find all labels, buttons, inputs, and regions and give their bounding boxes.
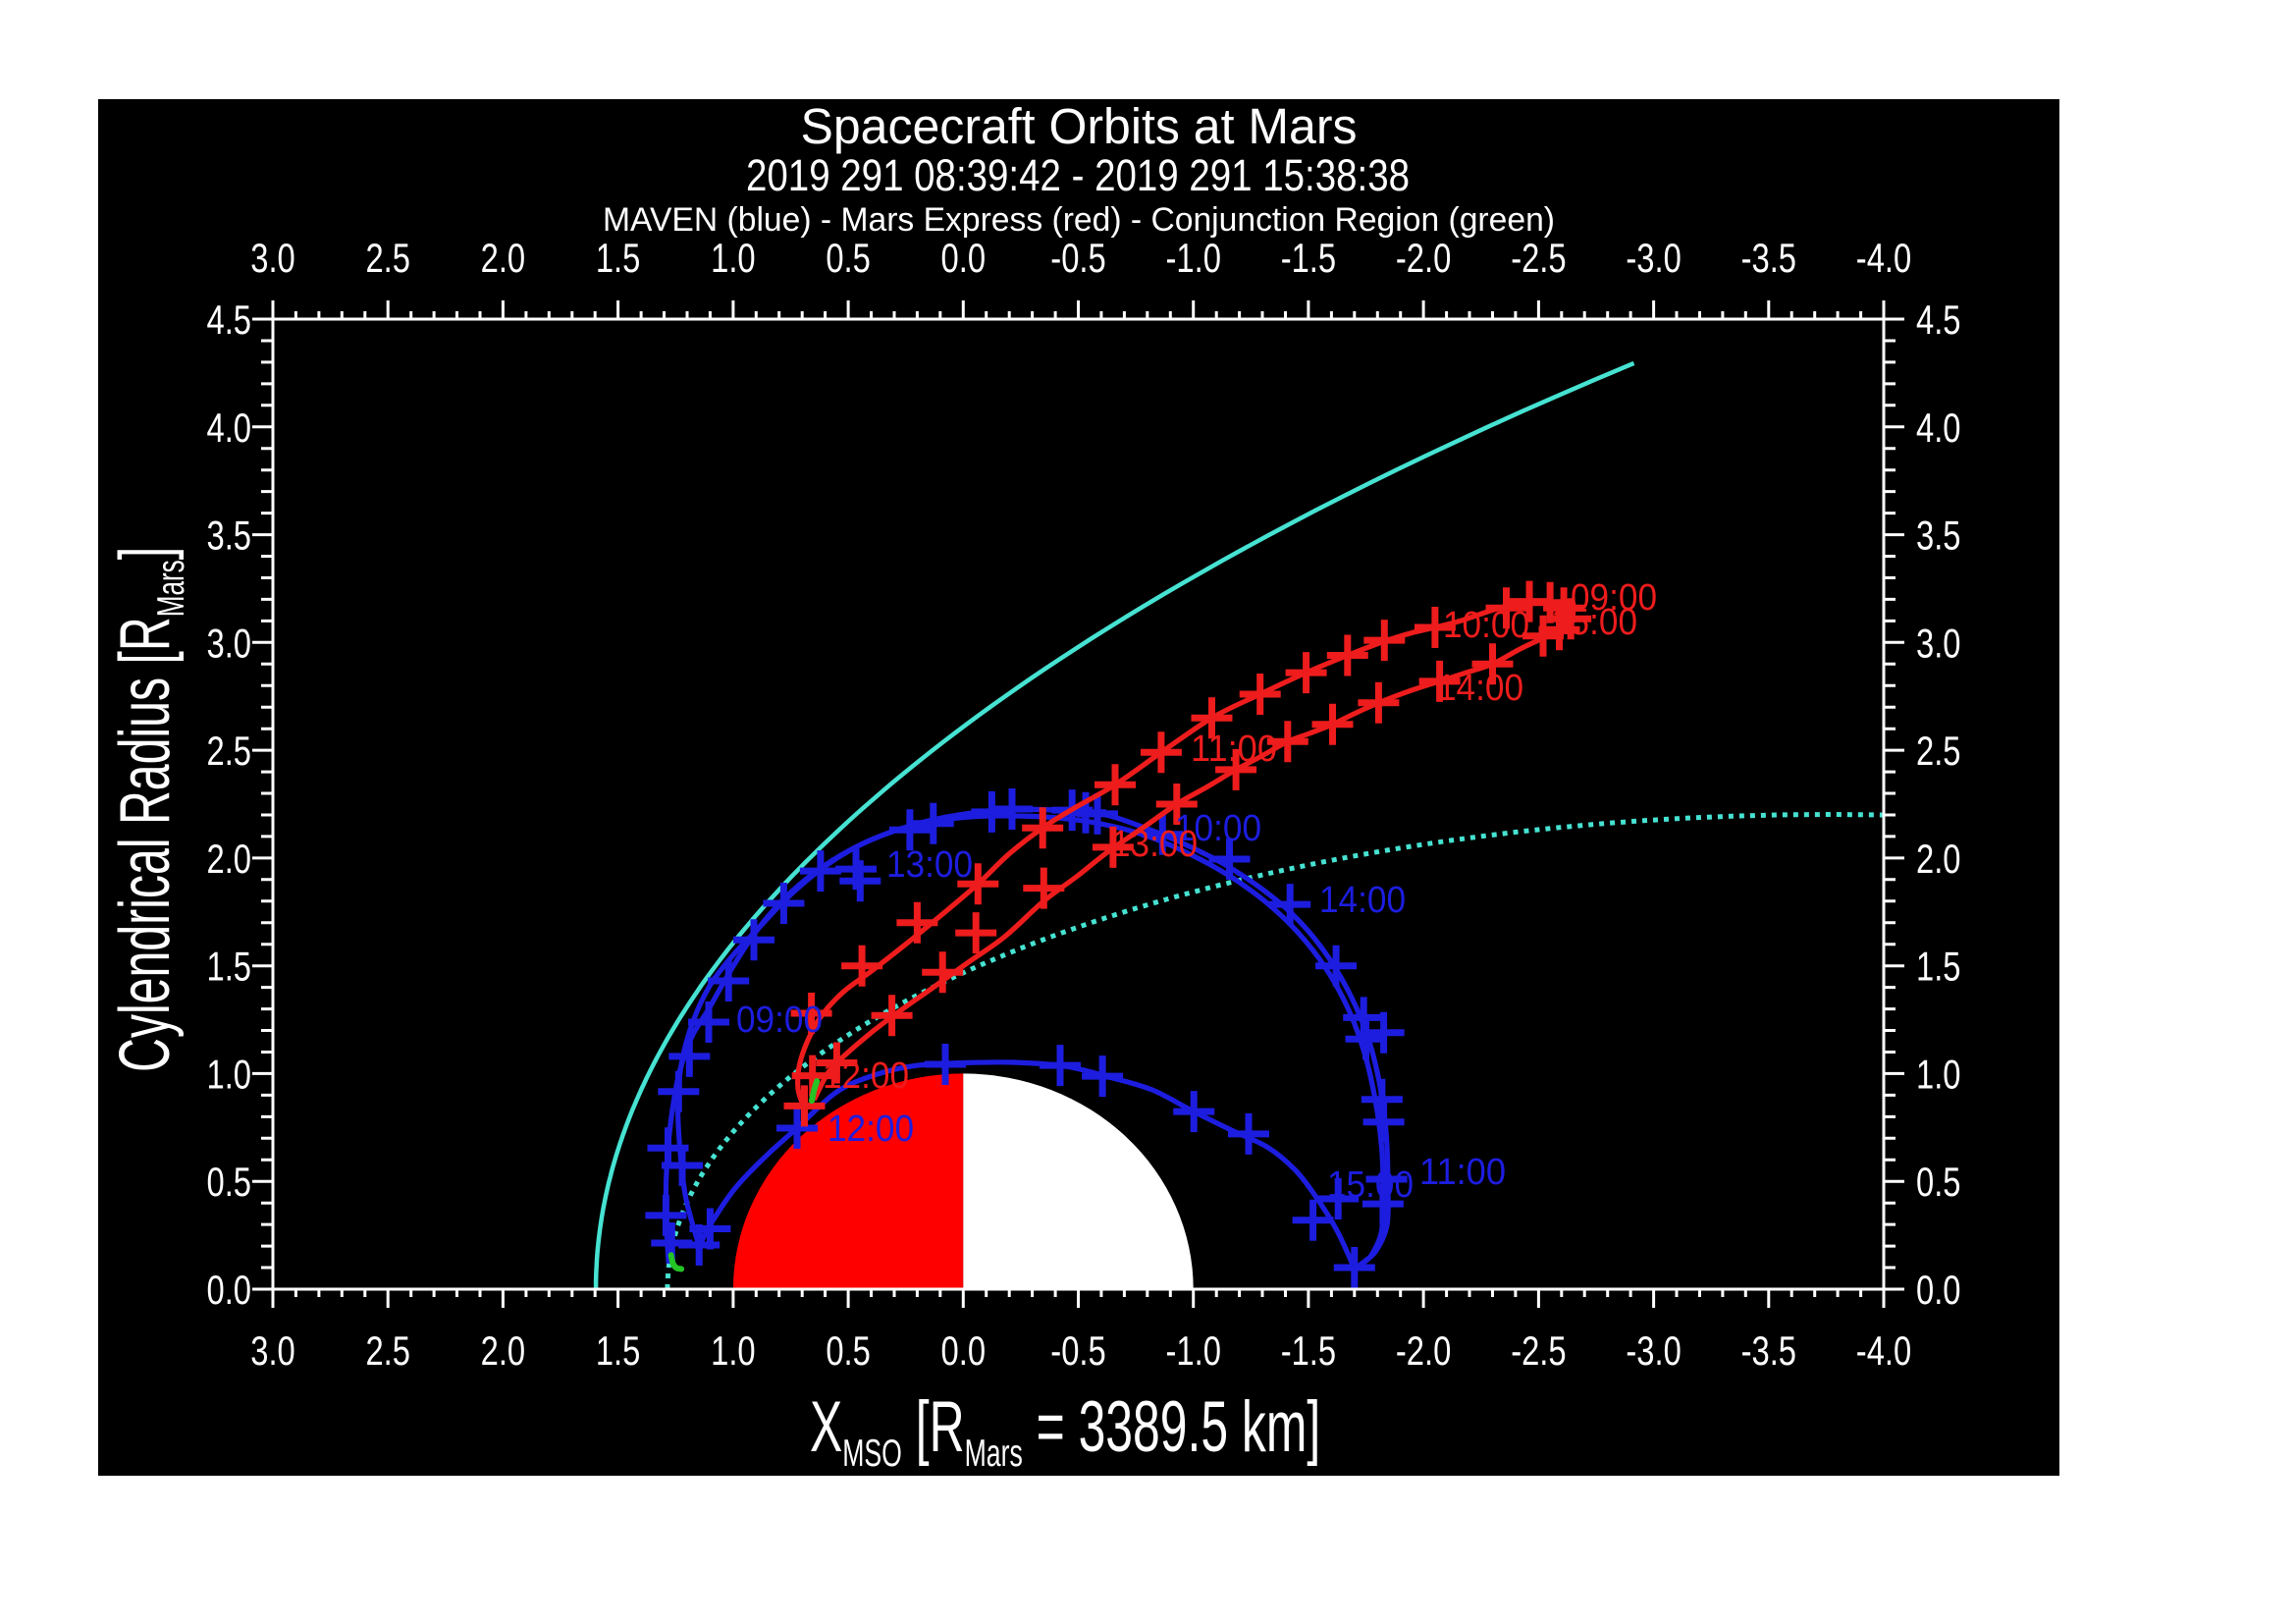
svg-text:0.5: 0.5 xyxy=(207,1159,252,1205)
svg-text:Cylendrical Radius [RMars]: Cylendrical Radius [RMars] xyxy=(105,547,192,1072)
svg-text:2.0: 2.0 xyxy=(1916,836,1961,882)
svg-text:1.0: 1.0 xyxy=(711,235,756,281)
svg-text:11:00: 11:00 xyxy=(1191,729,1277,770)
svg-text:-3.5: -3.5 xyxy=(1741,1327,1796,1374)
svg-text:1.5: 1.5 xyxy=(207,944,252,990)
svg-text:1.0: 1.0 xyxy=(1916,1051,1961,1097)
svg-text:1.5: 1.5 xyxy=(1916,944,1961,990)
svg-text:1.5: 1.5 xyxy=(596,1327,641,1374)
svg-text:09:00: 09:00 xyxy=(1571,577,1657,619)
svg-text:13:00: 13:00 xyxy=(1111,824,1198,865)
svg-text:-0.5: -0.5 xyxy=(1050,1327,1105,1374)
svg-text:-2.0: -2.0 xyxy=(1396,1327,1451,1374)
svg-text:1.0: 1.0 xyxy=(711,1327,756,1374)
svg-text:3.0: 3.0 xyxy=(1916,620,1961,666)
svg-text:3.5: 3.5 xyxy=(1916,513,1961,559)
svg-text:0.0: 0.0 xyxy=(941,1327,987,1374)
svg-text:10:00: 10:00 xyxy=(1443,605,1529,646)
svg-text:0.5: 0.5 xyxy=(826,1327,871,1374)
svg-text:3.0: 3.0 xyxy=(250,235,295,281)
svg-text:4.0: 4.0 xyxy=(207,405,252,451)
svg-text:15:00: 15:00 xyxy=(1551,602,1637,643)
svg-text:2.0: 2.0 xyxy=(481,235,526,281)
svg-text:13:00: 13:00 xyxy=(886,844,973,886)
svg-text:-3.5: -3.5 xyxy=(1741,235,1796,281)
svg-text:2.5: 2.5 xyxy=(207,728,252,774)
svg-text:2.0: 2.0 xyxy=(207,836,252,882)
svg-text:-2.0: -2.0 xyxy=(1396,235,1451,281)
svg-text:10:00: 10:00 xyxy=(1175,808,1261,849)
svg-text:2019 291 08:39:42 - 2019 291 1: 2019 291 08:39:42 - 2019 291 15:38:38 xyxy=(746,150,1410,200)
svg-text:0.0: 0.0 xyxy=(1916,1267,1961,1313)
svg-text:12:00: 12:00 xyxy=(823,1055,909,1097)
svg-text:14:00: 14:00 xyxy=(1437,668,1523,709)
svg-text:09:00: 09:00 xyxy=(736,1000,823,1041)
svg-text:MAVEN (blue) - Mars Express (r: MAVEN (blue) - Mars Express (red) - Conj… xyxy=(603,201,1555,239)
svg-text:3.0: 3.0 xyxy=(250,1327,295,1374)
svg-text:0.5: 0.5 xyxy=(1916,1159,1961,1205)
svg-text:-1.5: -1.5 xyxy=(1281,235,1336,281)
svg-text:-4.0: -4.0 xyxy=(1856,1327,1911,1374)
svg-text:4.0: 4.0 xyxy=(1916,405,1961,451)
svg-text:3.5: 3.5 xyxy=(207,513,252,559)
svg-text:1.0: 1.0 xyxy=(207,1051,252,1097)
svg-text:-1.5: -1.5 xyxy=(1281,1327,1336,1374)
svg-text:-0.5: -0.5 xyxy=(1050,235,1105,281)
svg-text:4.5: 4.5 xyxy=(207,297,252,343)
svg-text:0.5: 0.5 xyxy=(826,235,871,281)
svg-text:12:00: 12:00 xyxy=(828,1109,914,1150)
svg-text:-2.5: -2.5 xyxy=(1511,235,1566,281)
svg-text:2.5: 2.5 xyxy=(365,235,410,281)
svg-text:-3.0: -3.0 xyxy=(1626,1327,1681,1374)
svg-text:0.0: 0.0 xyxy=(941,235,987,281)
svg-text:2.5: 2.5 xyxy=(365,1327,410,1374)
svg-text:0.0: 0.0 xyxy=(207,1267,252,1313)
svg-text:15:00: 15:00 xyxy=(1327,1164,1414,1206)
svg-text:2.5: 2.5 xyxy=(1916,728,1961,774)
svg-text:-3.0: -3.0 xyxy=(1626,235,1681,281)
svg-text:11:00: 11:00 xyxy=(1419,1152,1506,1193)
svg-text:-1.0: -1.0 xyxy=(1166,1327,1221,1374)
svg-text:Spacecraft Orbits at Mars: Spacecraft Orbits at Mars xyxy=(801,98,1358,154)
svg-text:14:00: 14:00 xyxy=(1319,880,1406,921)
svg-text:2.0: 2.0 xyxy=(481,1327,526,1374)
svg-text:-2.5: -2.5 xyxy=(1511,1327,1566,1374)
svg-text:3.0: 3.0 xyxy=(207,620,252,666)
svg-text:-4.0: -4.0 xyxy=(1856,235,1911,281)
svg-text:1.5: 1.5 xyxy=(596,235,641,281)
svg-text:-1.0: -1.0 xyxy=(1166,235,1221,281)
svg-text:4.5: 4.5 xyxy=(1916,297,1961,343)
